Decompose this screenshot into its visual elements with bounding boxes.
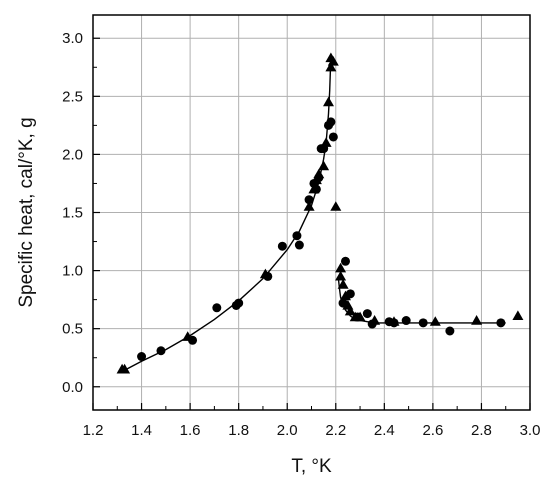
y-axis-label: Specific heat, cal/°K, g [16, 117, 37, 307]
circle-point [212, 303, 222, 313]
y-tick-label: 1.0 [62, 263, 83, 280]
x-tick-label: 2.8 [471, 422, 492, 439]
triangle-point [335, 270, 347, 281]
x-tick-label: 2.2 [325, 422, 346, 439]
x-tick-label: 1.4 [131, 422, 152, 439]
circle-point [340, 256, 350, 266]
y-tick-label: 1.5 [62, 205, 83, 222]
triangle-point [327, 56, 339, 66]
triangle-point [303, 201, 315, 211]
triangle-point [318, 160, 330, 171]
y-tick-label: 2.0 [62, 146, 83, 163]
fit-curves [119, 55, 506, 374]
triangle-point [335, 262, 347, 273]
x-tick-label: 3.0 [520, 422, 541, 439]
triangle-point [313, 168, 325, 179]
circle-point [496, 318, 506, 328]
circle-point [401, 316, 411, 326]
triangle-point [310, 174, 322, 185]
circle-point [445, 326, 455, 336]
circle-point [418, 318, 428, 328]
y-tick-label: 2.5 [62, 88, 83, 105]
triangle-point [337, 279, 349, 289]
fit-curve-right [337, 276, 506, 324]
circle-point [304, 195, 314, 205]
triangle-point [182, 331, 194, 341]
x-tick-label: 1.2 [83, 422, 104, 439]
triangle-point [344, 305, 356, 316]
circle-point [234, 298, 244, 308]
triangle-point [320, 137, 332, 147]
y-tick-label: 3.0 [62, 30, 83, 47]
triangle-point [354, 311, 366, 322]
circle-point [326, 117, 336, 127]
x-tick-label: 1.6 [180, 422, 201, 439]
triangle-point [323, 96, 334, 107]
grid-lines [92, 15, 531, 410]
triangle-point [471, 315, 483, 325]
x-axis-label: T, °K [291, 456, 332, 477]
y-axis-ticks: 0.0 0.5 1.0 1.5 2.0 2.5 3.0 [62, 30, 100, 396]
triangle-point [330, 201, 342, 211]
circle-point [292, 231, 302, 241]
circle-point [277, 241, 287, 251]
fit-curve-left [119, 55, 332, 374]
triangle-point [512, 310, 524, 320]
triangle-point [325, 61, 337, 72]
triangle-point [308, 183, 320, 194]
circle-point [156, 346, 166, 356]
x-tick-label: 2.4 [374, 422, 395, 439]
triangle-point [429, 316, 441, 326]
triangle-point [369, 315, 381, 325]
circle-point [362, 309, 372, 319]
circle-point [328, 132, 338, 142]
triangle-point [388, 316, 400, 326]
x-tick-label: 2.6 [422, 422, 443, 439]
y-tick-label: 0.0 [62, 379, 83, 396]
x-axis-ticks: 1.2 1.4 1.6 1.8 2.0 2.2 2.4 2.6 2.8 3.0 [83, 403, 541, 439]
data-markers [116, 52, 524, 374]
x-tick-label: 2.0 [277, 422, 298, 439]
circle-point [137, 352, 147, 362]
circle-point [294, 240, 304, 250]
y-tick-label: 0.5 [62, 321, 83, 338]
triangle-point [259, 268, 271, 279]
triangle-point [340, 290, 351, 301]
x-tick-label: 1.8 [228, 422, 249, 439]
triangle-point [119, 363, 131, 374]
